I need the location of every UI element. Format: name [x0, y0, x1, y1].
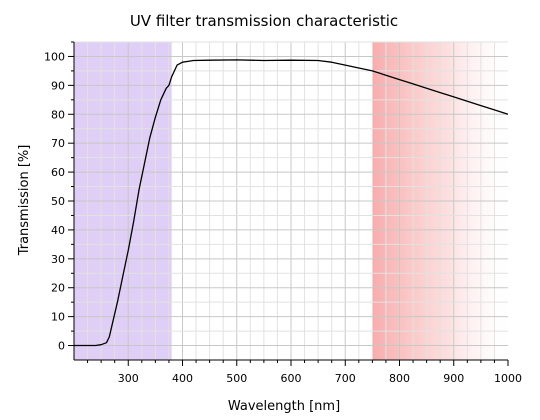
x-tick-label: 600 [281, 372, 302, 385]
x-tick-label: 300 [118, 372, 139, 385]
chart-title: UV filter transmission characteristic [130, 12, 398, 30]
y-axis-ticks: 0 10 20 30 40 50 60 70 80 90 100 [44, 41, 74, 353]
y-tick-label: 10 [51, 311, 65, 324]
x-tick-label: 1000 [494, 372, 522, 385]
y-tick-label: 60 [51, 166, 65, 179]
y-tick-label: 50 [51, 195, 65, 208]
y-tick-label: 20 [51, 282, 65, 295]
x-tick-label: 500 [226, 372, 247, 385]
x-tick-label: 700 [335, 372, 356, 385]
y-tick-label: 100 [44, 50, 65, 63]
series-group [74, 59, 509, 347]
y-tick-label: 30 [51, 253, 65, 266]
y-tick-label: 70 [51, 137, 65, 150]
y-tick-label: 80 [51, 108, 65, 121]
series-line [74, 59, 509, 347]
y-tick-label: 0 [58, 340, 65, 353]
y-axis-label: Transmission [%] [17, 145, 32, 257]
x-axis-label: Wavelength [nm] [228, 399, 340, 414]
x-tick-label: 400 [172, 372, 193, 385]
grid-lines [74, 41, 508, 360]
x-axis-ticks: 300 400 500 600 700 800 900 1000 [87, 360, 522, 385]
x-tick-label: 900 [443, 372, 464, 385]
y-tick-label: 40 [51, 224, 65, 237]
x-tick-label: 800 [389, 372, 410, 385]
y-tick-label: 90 [51, 79, 65, 92]
